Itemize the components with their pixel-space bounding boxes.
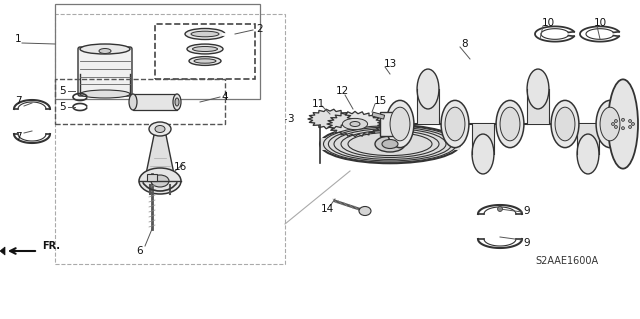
Circle shape: [614, 125, 618, 129]
Text: 7: 7: [15, 132, 21, 142]
Ellipse shape: [99, 48, 111, 54]
Ellipse shape: [155, 125, 165, 132]
Circle shape: [611, 122, 614, 125]
Ellipse shape: [187, 44, 223, 54]
Bar: [417, 89, 439, 124]
Ellipse shape: [608, 79, 638, 169]
Polygon shape: [380, 112, 400, 136]
Ellipse shape: [527, 69, 549, 109]
Polygon shape: [308, 109, 352, 129]
Polygon shape: [0, 247, 5, 255]
Ellipse shape: [320, 125, 460, 163]
Ellipse shape: [417, 69, 439, 109]
Polygon shape: [327, 111, 383, 137]
Text: 11: 11: [312, 99, 324, 109]
Ellipse shape: [375, 136, 405, 152]
Text: 9: 9: [524, 206, 531, 216]
Text: 1: 1: [15, 34, 21, 44]
Circle shape: [628, 120, 632, 122]
Ellipse shape: [577, 134, 599, 174]
Text: 8: 8: [461, 39, 468, 49]
Bar: [155, 24, 255, 79]
Text: 5: 5: [59, 86, 65, 96]
Ellipse shape: [386, 100, 414, 148]
Bar: [320, 138, 460, 150]
Bar: [577, 124, 599, 154]
Ellipse shape: [191, 31, 219, 37]
Ellipse shape: [342, 118, 367, 130]
Ellipse shape: [496, 100, 524, 148]
Text: 12: 12: [335, 86, 349, 96]
Ellipse shape: [334, 129, 446, 160]
Circle shape: [497, 206, 502, 211]
Text: 16: 16: [173, 162, 187, 172]
Text: 15: 15: [373, 96, 387, 106]
Ellipse shape: [189, 56, 221, 65]
Text: 2: 2: [257, 24, 263, 34]
Bar: [372, 112, 385, 119]
Ellipse shape: [173, 94, 181, 110]
Circle shape: [628, 125, 632, 129]
Bar: [55, 14, 285, 264]
Text: 4: 4: [221, 92, 228, 102]
Ellipse shape: [139, 168, 181, 194]
Ellipse shape: [350, 122, 360, 127]
Ellipse shape: [341, 130, 439, 158]
Ellipse shape: [555, 107, 575, 141]
Ellipse shape: [472, 134, 494, 174]
Ellipse shape: [193, 47, 218, 51]
Ellipse shape: [175, 98, 179, 106]
Ellipse shape: [359, 206, 371, 216]
Ellipse shape: [149, 122, 171, 136]
Text: 14: 14: [321, 204, 333, 214]
Ellipse shape: [551, 100, 579, 148]
Circle shape: [621, 127, 625, 130]
Text: 5: 5: [59, 102, 65, 112]
Ellipse shape: [382, 139, 398, 149]
Text: 13: 13: [383, 59, 397, 69]
Ellipse shape: [323, 126, 456, 162]
Ellipse shape: [390, 107, 410, 141]
Text: 7: 7: [15, 96, 21, 106]
Ellipse shape: [194, 59, 216, 63]
Text: 10: 10: [593, 18, 607, 28]
Bar: [527, 89, 548, 124]
Circle shape: [621, 118, 625, 121]
Text: FR.: FR.: [42, 241, 60, 251]
Circle shape: [632, 122, 634, 125]
Text: S2AAE1600A: S2AAE1600A: [535, 256, 598, 266]
FancyBboxPatch shape: [78, 47, 132, 96]
Text: 10: 10: [541, 18, 555, 28]
Text: 9: 9: [524, 238, 531, 248]
Ellipse shape: [596, 100, 624, 148]
Circle shape: [614, 120, 618, 122]
Ellipse shape: [80, 44, 130, 54]
Ellipse shape: [600, 107, 620, 141]
Text: 6: 6: [137, 246, 143, 256]
Ellipse shape: [441, 100, 469, 148]
Ellipse shape: [348, 132, 432, 156]
Ellipse shape: [328, 127, 452, 161]
Polygon shape: [146, 135, 174, 174]
Bar: [147, 174, 157, 181]
Ellipse shape: [500, 107, 520, 141]
Ellipse shape: [129, 94, 137, 110]
Ellipse shape: [80, 90, 130, 98]
Bar: [133, 94, 177, 110]
Bar: [55, 79, 225, 124]
Ellipse shape: [151, 175, 169, 187]
Bar: [55, 4, 260, 99]
Bar: [472, 124, 493, 154]
Ellipse shape: [445, 107, 465, 141]
Ellipse shape: [185, 28, 225, 40]
Text: 3: 3: [287, 114, 293, 124]
